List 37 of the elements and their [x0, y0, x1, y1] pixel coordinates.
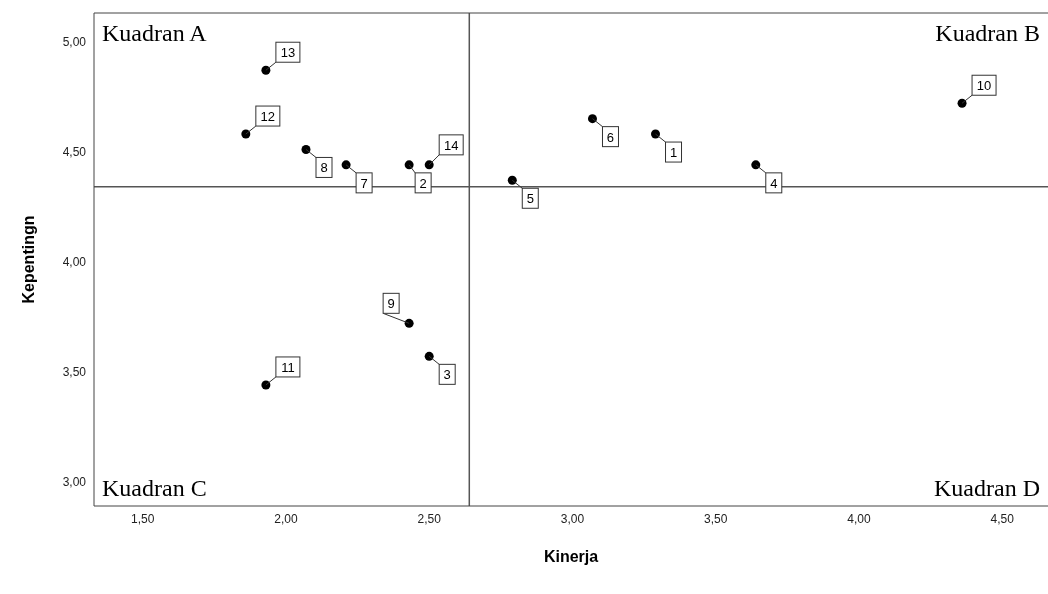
- annotation: 3: [443, 367, 451, 383]
- point: [424, 351, 434, 361]
- x-tick-label: 1,50: [131, 511, 155, 526]
- x-tick-label: 2,00: [274, 511, 298, 526]
- y-tick-label: 3,50: [62, 365, 87, 380]
- annotation: Kuadran C: [102, 475, 207, 501]
- annotation: 9: [387, 296, 395, 312]
- annotation: 7: [360, 175, 368, 191]
- annotation: 12: [260, 109, 276, 125]
- x-tick-label: 2,50: [417, 511, 442, 526]
- x-tick-label: 4,00: [847, 511, 871, 526]
- annotation: 1: [669, 145, 678, 161]
- annotation: 14: [443, 137, 459, 153]
- x-tick-label: 3,50: [704, 511, 728, 526]
- annotation: Kuadran D: [934, 475, 1040, 501]
- annotation: 11: [281, 359, 295, 375]
- point: [587, 114, 597, 124]
- x-axis-title: Kinerja: [543, 548, 599, 565]
- annotation: 5: [526, 191, 534, 207]
- annotation: 8: [320, 160, 328, 176]
- annotation: 4: [770, 175, 778, 191]
- annotation: 10: [976, 78, 992, 94]
- y-axis-title: Kepentingn: [19, 215, 37, 304]
- point: [424, 160, 434, 170]
- point: [751, 160, 761, 170]
- annotation: Kuadran A: [102, 20, 208, 46]
- y-tick-label: 5,00: [62, 34, 87, 49]
- x-tick-label: 4,50: [990, 511, 1015, 526]
- annotation: 6: [606, 129, 615, 145]
- y-tick-label: 4,00: [62, 254, 87, 269]
- annotation: 13: [280, 45, 296, 61]
- annotation: 2: [419, 175, 427, 191]
- y-tick-label: 4,50: [62, 144, 87, 159]
- point: [404, 160, 414, 170]
- annotation: Kuadran B: [935, 20, 1040, 46]
- y-tick-label: 3,00: [62, 475, 87, 490]
- x-tick-label: 3,00: [560, 511, 585, 526]
